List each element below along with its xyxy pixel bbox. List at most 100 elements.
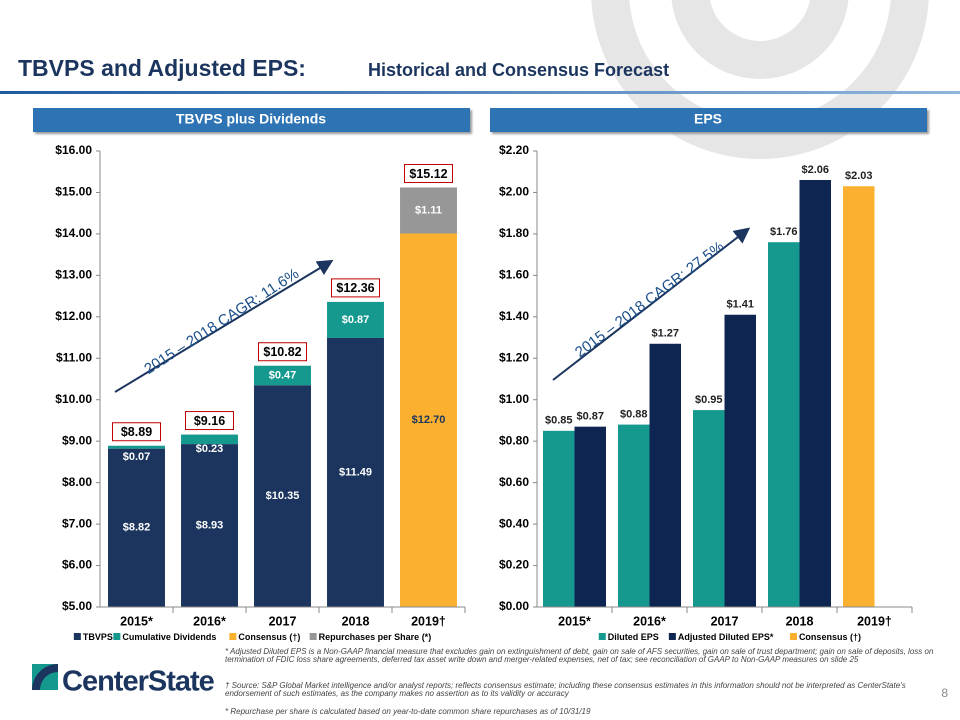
title-rule: [0, 91, 960, 94]
y-tick-label: $11.00: [56, 350, 92, 364]
legend-swatch: [668, 633, 676, 640]
legend-swatch: [229, 633, 237, 640]
y-tick-label: $1.80: [499, 226, 529, 240]
footnote: * Repurchase per share is calculated bas…: [225, 707, 591, 716]
legend-label: Cumulative Dividends: [122, 632, 216, 642]
bar-segment: [254, 385, 311, 607]
total-label: $9.16: [194, 414, 225, 428]
y-tick-label: $7.00: [62, 516, 92, 530]
slide-subtitle: Historical and Consensus Forecast: [368, 60, 669, 80]
bar-segment: [400, 233, 457, 607]
legend-label: Consensus (†): [238, 632, 300, 642]
value-label: $0.47: [269, 369, 297, 381]
value-label: $1.11: [415, 204, 442, 216]
footnote: † Source: S&P Global Market intelligence…: [225, 681, 906, 699]
total-label: $8.89: [121, 425, 152, 439]
x-tick-label: 2019†: [857, 614, 892, 628]
background-emblem: [591, 0, 929, 159]
value-label: $12.70: [412, 414, 446, 426]
x-tick-label: 2016*: [633, 614, 666, 628]
bar-segment: [108, 445, 165, 449]
value-label: $10.35: [266, 490, 300, 502]
y-tick-label: $13.00: [55, 268, 92, 282]
legend-label: TBVPS: [83, 632, 113, 642]
y-tick-label: $9.00: [62, 433, 92, 447]
bar-segment: [108, 448, 165, 607]
y-tick-label: $1.00: [499, 392, 529, 406]
x-tick-label: 2019†: [411, 614, 446, 628]
y-tick-label: $16.00: [55, 143, 92, 157]
bar: [574, 426, 606, 607]
value-label: $1.31: [415, 687, 443, 699]
header-box: [33, 108, 470, 132]
x-tick-label: 2017: [711, 614, 739, 628]
bar: [649, 343, 681, 607]
total-box: [112, 422, 161, 442]
cagr-arrow: [552, 227, 751, 381]
legend-swatch: [309, 633, 317, 640]
logo-text: CenterState: [62, 666, 215, 698]
legend-label: Adjusted Diluted EPS*: [678, 632, 774, 642]
legend-swatch: [598, 633, 606, 640]
y-tick-label: $10.00: [55, 392, 92, 406]
bar: [543, 430, 575, 607]
y-tick-label: $0.20: [499, 558, 529, 572]
total-box: [331, 278, 380, 298]
page-number: 8: [941, 686, 948, 700]
y-tick-label: $2.20: [499, 143, 529, 157]
total-box: [185, 411, 234, 431]
value-label: $0.95: [695, 394, 723, 406]
footnote: * Adjusted Diluted EPS is a Non-GAAP fin…: [225, 647, 934, 665]
total-box: [404, 163, 453, 183]
x-tick-label: 2016*: [193, 614, 226, 628]
x-tick-label: 2018: [786, 614, 814, 628]
y-tick-label: $2.00: [499, 185, 529, 199]
bar: [618, 424, 650, 607]
total-label: $15.12: [409, 167, 447, 181]
value-label: $0.07: [123, 451, 151, 463]
y-tick-label: $0.00: [499, 599, 529, 613]
legend-label: Repurchases per Share (*): [319, 632, 432, 642]
bar-segment: [181, 444, 238, 607]
value-label: $8.82: [123, 522, 151, 534]
y-tick-label: $0.60: [499, 475, 529, 489]
value-label: $2.03: [845, 170, 873, 182]
y-tick-label: $0.80: [499, 433, 529, 447]
bar-segment: [400, 187, 457, 234]
y-tick-label: $15.00: [55, 185, 92, 199]
bar-segment: [181, 434, 238, 445]
legend-swatch: [789, 633, 797, 640]
value-label: $11.49: [339, 466, 372, 478]
value-label: $0.87: [576, 411, 604, 423]
value-label: $1.76: [770, 226, 798, 238]
y-tick-label: $5.00: [62, 599, 92, 613]
value-label: $0.85: [545, 415, 573, 427]
legend-label: Diluted EPS: [608, 632, 659, 642]
legend-swatch: [113, 633, 121, 640]
legend-label: Consensus (†): [799, 632, 861, 642]
y-tick-label: $6.00: [62, 558, 92, 572]
value-label: $0.23: [196, 443, 224, 455]
value-label: $8.93: [196, 519, 224, 531]
cagr-annotation: 2015 – 2018 CAGR: 27.5%: [572, 238, 727, 361]
bar: [768, 242, 800, 607]
cagr-arrow: [114, 259, 334, 393]
bar-segment: [327, 301, 384, 338]
bar: [724, 314, 756, 607]
bar: [693, 410, 725, 607]
bar-segment: [327, 337, 384, 607]
x-tick-label: 2017: [269, 614, 297, 628]
value-label: $1.41: [726, 299, 754, 311]
x-tick-label: 2015*: [558, 614, 591, 628]
bar: [843, 186, 875, 607]
total-label: $10.82: [263, 345, 301, 359]
y-tick-label: $14.00: [55, 226, 92, 240]
x-tick-label: 2018: [342, 614, 370, 628]
y-tick-label: $1.60: [499, 268, 529, 282]
y-tick-label: $0.40: [499, 516, 529, 530]
legend-swatch: [73, 633, 81, 640]
y-tick-label: $12.00: [55, 309, 92, 323]
y-tick-label: $8.00: [62, 475, 92, 489]
bar: [799, 180, 831, 607]
